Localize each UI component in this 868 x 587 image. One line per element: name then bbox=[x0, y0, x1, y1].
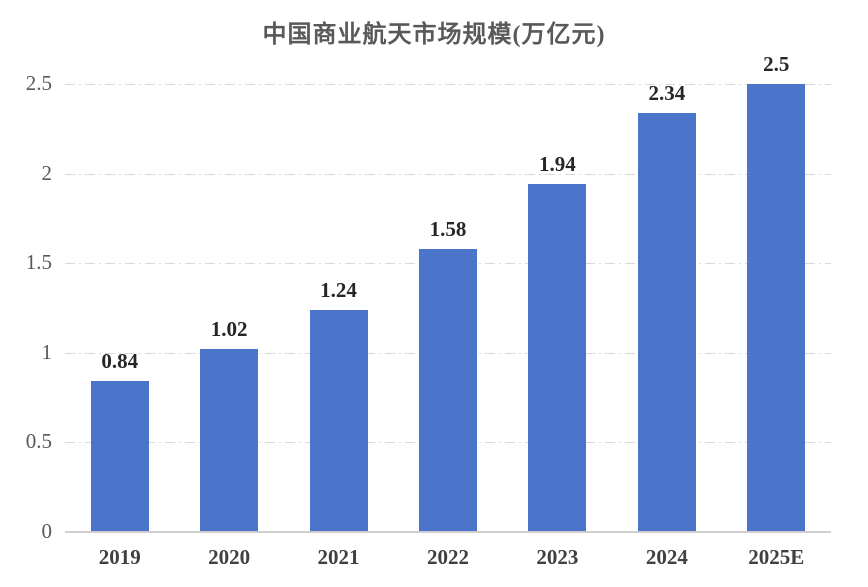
x-tick-label-2023: 2023 bbox=[536, 545, 579, 569]
bar-column-2022: 1.58 bbox=[393, 84, 502, 532]
y-tick-label: 0 bbox=[41, 519, 53, 543]
gridline bbox=[65, 84, 831, 85]
x-tick-label-2022: 2022 bbox=[426, 545, 469, 569]
bars-row: 0.84 1.02 1.24 1.58 1.94 2.34 2.5 bbox=[65, 54, 831, 532]
bar-value-label: 1.24 bbox=[320, 277, 357, 302]
bar-2025E bbox=[747, 84, 806, 532]
bar-2023 bbox=[528, 184, 587, 532]
bar-value-label: 1.02 bbox=[210, 317, 248, 342]
y-tick-label: 1 bbox=[41, 339, 53, 364]
bar-value-label: 0.84 bbox=[101, 349, 139, 374]
bar-2022 bbox=[418, 248, 477, 532]
chart-title: 中国商业航天市场规模(万亿元) bbox=[262, 22, 606, 48]
y-axis: 0 0.5 1 1.5 2 2.5 bbox=[0, 71, 53, 543]
bar-column-2020: 1.02 bbox=[174, 84, 283, 532]
bar-value-label: 2.34 bbox=[648, 80, 686, 105]
x-tick-label-2021: 2021 bbox=[317, 545, 360, 569]
x-tick-label-2025E: 2025E bbox=[748, 545, 805, 569]
y-tick-label: 1.5 bbox=[25, 250, 52, 275]
x-tick-label-2020: 2020 bbox=[208, 545, 251, 569]
bar-column-2024: 2.34 bbox=[612, 80, 721, 532]
bar-column-2025E: 2.5 bbox=[722, 54, 831, 532]
x-tick-label-2024: 2024 bbox=[645, 545, 688, 569]
bar-column-2023: 1.94 bbox=[503, 84, 612, 532]
bar-2021 bbox=[309, 309, 368, 532]
plot-area: 0.84 1.02 1.24 1.58 1.94 2.34 2.5 bbox=[65, 54, 831, 533]
bar-value-label: 1.94 bbox=[539, 152, 576, 177]
y-tick-label: 0.5 bbox=[25, 429, 52, 454]
bar-value-label: 2.5 bbox=[763, 52, 790, 76]
y-tick-label: 2.5 bbox=[25, 71, 52, 95]
x-axis-line bbox=[65, 531, 831, 533]
bar-2024 bbox=[637, 112, 696, 532]
bar-column-2021: 1.24 bbox=[284, 84, 393, 532]
x-axis-labels: 2019 2020 2021 2022 2023 2024 2025E bbox=[65, 545, 831, 570]
bar-column-2019: 0.84 bbox=[65, 84, 174, 532]
bar-2020 bbox=[200, 349, 259, 532]
x-tick-label-2019: 2019 bbox=[98, 545, 141, 569]
gridline bbox=[65, 173, 831, 175]
bar-2019 bbox=[90, 381, 149, 532]
y-tick-label: 2 bbox=[41, 160, 53, 185]
bar-value-label: 1.58 bbox=[429, 216, 467, 241]
